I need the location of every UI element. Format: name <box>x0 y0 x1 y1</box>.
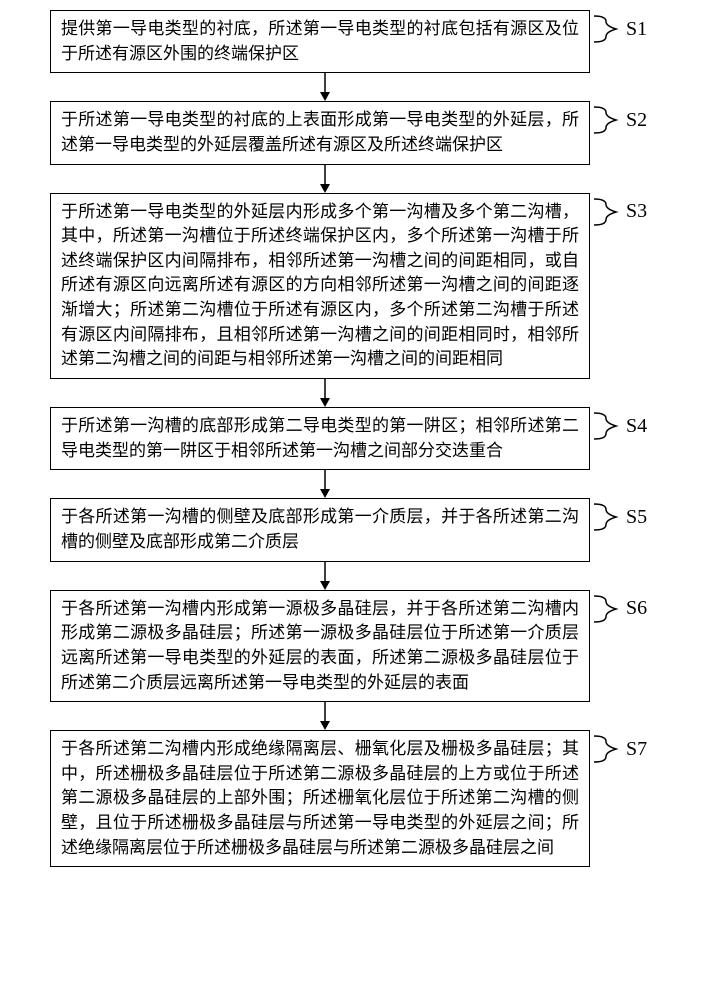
step-label-group: S2 <box>590 105 700 135</box>
flow-step-row: 于各所述第一沟槽内形成第一源极多晶硅层，并于各所述第二沟槽内形成第二源极多晶硅层… <box>0 590 702 703</box>
flow-arrow <box>0 165 702 193</box>
step-label: S3 <box>622 200 647 223</box>
step-label-group: S3 <box>590 197 700 227</box>
step-label: S1 <box>622 18 647 41</box>
flow-step-row: 于所述第一导电类型的衬底的上表面形成第一导电类型的外延层，所述第一导电类型的外延… <box>0 101 702 164</box>
flow-arrow <box>0 702 702 730</box>
flow-step-box: 于各所述第二沟槽内形成绝缘隔离层、栅氧化层及栅极多晶硅层；其中，所述栅极多晶硅层… <box>50 730 590 867</box>
flow-arrow <box>0 470 702 498</box>
flow-step-row: 于各所述第二沟槽内形成绝缘隔离层、栅氧化层及栅极多晶硅层；其中，所述栅极多晶硅层… <box>0 730 702 867</box>
step-label: S4 <box>622 415 647 438</box>
flow-step-box: 于各所述第一沟槽内形成第一源极多晶硅层，并于各所述第二沟槽内形成第二源极多晶硅层… <box>50 590 590 703</box>
flow-step-row: 于各所述第一沟槽的侧壁及底部形成第一介质层，并于各所述第二沟槽的侧壁及底部形成第… <box>0 498 702 561</box>
step-label-group: S5 <box>590 502 700 532</box>
step-label-group: S6 <box>590 594 700 624</box>
flow-arrow <box>0 379 702 407</box>
flow-step-row: 提供第一导电类型的衬底，所述第一导电类型的衬底包括有源区及位于所述有源区外围的终… <box>0 10 702 73</box>
flow-step-row: 于所述第一沟槽的底部形成第二导电类型的第一阱区；相邻所述第二导电类型的第一阱区于… <box>0 407 702 470</box>
flow-step-box: 于各所述第一沟槽的侧壁及底部形成第一介质层，并于各所述第二沟槽的侧壁及底部形成第… <box>50 498 590 561</box>
flow-step-row: 于所述第一导电类型的外延层内形成多个第一沟槽及多个第二沟槽，其中，所述第一沟槽位… <box>0 193 702 379</box>
step-label: S6 <box>622 597 647 620</box>
flow-step-box: 提供第一导电类型的衬底，所述第一导电类型的衬底包括有源区及位于所述有源区外围的终… <box>50 10 590 73</box>
step-label-group: S4 <box>590 411 700 441</box>
flow-step-box: 于所述第一导电类型的衬底的上表面形成第一导电类型的外延层，所述第一导电类型的外延… <box>50 101 590 164</box>
step-label-group: S1 <box>590 14 700 44</box>
step-label: S7 <box>622 738 647 761</box>
step-label: S5 <box>622 506 647 529</box>
flow-arrow <box>0 562 702 590</box>
flowchart-container: 提供第一导电类型的衬底，所述第一导电类型的衬底包括有源区及位于所述有源区外围的终… <box>0 10 702 867</box>
step-label-group: S7 <box>590 734 700 764</box>
flow-step-box: 于所述第一导电类型的外延层内形成多个第一沟槽及多个第二沟槽，其中，所述第一沟槽位… <box>50 193 590 379</box>
flow-step-box: 于所述第一沟槽的底部形成第二导电类型的第一阱区；相邻所述第二导电类型的第一阱区于… <box>50 407 590 470</box>
step-label: S2 <box>622 109 647 132</box>
flow-arrow <box>0 73 702 101</box>
